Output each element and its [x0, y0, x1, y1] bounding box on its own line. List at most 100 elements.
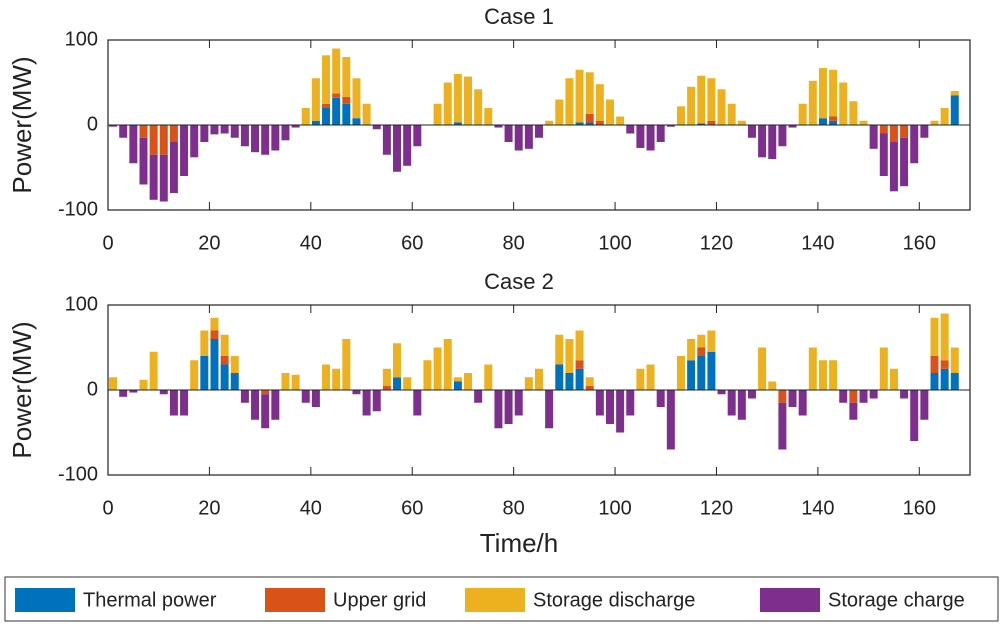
- bar-segment: [453, 74, 462, 123]
- bar-segment: [332, 368, 341, 390]
- axes-frame: [107, 304, 971, 476]
- bar-segment: [737, 390, 746, 420]
- bar-segment: [697, 347, 706, 356]
- bar-segment: [311, 78, 320, 121]
- bar-segment: [616, 390, 625, 433]
- bar-segment: [920, 125, 929, 138]
- bar-segment: [798, 390, 807, 416]
- bar-segment: [169, 142, 178, 193]
- legend-swatch: [15, 588, 75, 612]
- bar-segment: [311, 120, 320, 125]
- bar-segment: [139, 125, 148, 138]
- bar-segment: [910, 125, 919, 164]
- bar-segment: [687, 86, 696, 125]
- bar-segment: [900, 125, 909, 138]
- bar-segment: [484, 364, 493, 390]
- bar-segment: [737, 120, 746, 125]
- bar-segment: [251, 390, 260, 420]
- bar-segment: [707, 351, 716, 390]
- bar-segment: [707, 120, 716, 125]
- legend-swatch: [465, 588, 525, 612]
- bar-segment: [879, 347, 888, 390]
- bar-segment: [697, 75, 706, 124]
- x-tick-label: 140: [801, 232, 834, 254]
- bar-segment: [778, 125, 787, 147]
- bar-segment: [453, 122, 462, 125]
- bar-segment: [504, 390, 513, 424]
- bar-segment: [595, 120, 604, 125]
- bar-segment: [149, 125, 158, 155]
- x-tick-label: 0: [102, 232, 113, 254]
- x-tick-label: 60: [401, 232, 423, 254]
- bar-segment: [301, 390, 310, 403]
- bar-segment: [332, 48, 341, 94]
- bar-segment: [687, 360, 696, 390]
- bar-segment: [839, 82, 848, 125]
- bar-segment: [240, 125, 249, 147]
- bar-segment: [697, 334, 706, 348]
- bar-segment: [808, 80, 817, 125]
- bar-segment: [575, 368, 584, 390]
- bar-segment: [940, 368, 949, 390]
- bar-segment: [149, 154, 158, 200]
- bar-segment: [646, 364, 655, 390]
- y-tick-label: 0: [87, 113, 98, 135]
- bar-segment: [849, 402, 858, 420]
- bar-segment: [778, 402, 787, 450]
- bar-segment: [159, 125, 168, 155]
- bar-segment: [900, 137, 909, 187]
- bar-segment: [869, 125, 878, 149]
- bar-segment: [595, 390, 604, 416]
- bar-segment: [626, 125, 635, 134]
- chart-title: Case 2: [484, 269, 554, 294]
- y-axis-label: Power(MW): [7, 321, 37, 458]
- bar-segment: [555, 99, 564, 125]
- bar-segment: [129, 125, 138, 164]
- bar-segment: [575, 360, 584, 369]
- bar-segment: [220, 125, 229, 134]
- bar-segment: [484, 108, 493, 125]
- y-axis-label: Power(MW): [7, 56, 37, 193]
- bar-segment: [159, 390, 168, 395]
- bar-segment: [768, 381, 777, 390]
- x-tick-label: 60: [401, 497, 423, 519]
- bar-segment: [940, 360, 949, 369]
- bar-segment: [393, 343, 402, 378]
- x-tick-label: 100: [598, 232, 631, 254]
- bar-segment: [727, 390, 736, 416]
- legend-label: Upper grid: [333, 589, 426, 611]
- bar-segment: [342, 96, 351, 104]
- legend-swatch: [265, 588, 325, 612]
- bar-segment: [717, 89, 726, 125]
- bar-segment: [322, 103, 331, 108]
- bar-segment: [342, 57, 351, 97]
- bar-segment: [200, 125, 209, 142]
- bar-segment: [474, 89, 483, 125]
- bar-segment: [372, 125, 381, 130]
- bar-segment: [585, 377, 594, 386]
- x-tick-label: 100: [598, 497, 631, 519]
- bar-segment: [555, 364, 564, 390]
- x-tick-label: 40: [300, 497, 322, 519]
- x-tick-label: 80: [503, 497, 525, 519]
- bar-segment: [565, 339, 574, 373]
- bar-segment: [798, 103, 807, 125]
- y-tick-label: -100: [58, 463, 98, 485]
- bar-segment: [676, 106, 685, 125]
- bar-segment: [200, 330, 209, 356]
- bar-segment: [727, 103, 736, 125]
- bar-segment: [524, 377, 533, 390]
- x-tick-label: 20: [198, 497, 220, 519]
- bar-segment: [474, 390, 483, 403]
- bar-segment: [362, 103, 371, 125]
- bar-segment: [879, 125, 888, 134]
- bar-segment: [950, 347, 959, 373]
- bar-segment: [453, 377, 462, 382]
- bar-segment: [403, 125, 412, 166]
- x-axis-label: Time/h: [480, 528, 559, 558]
- x-tick-label: 160: [903, 232, 936, 254]
- x-tick-label: 140: [801, 497, 834, 519]
- bar-segment: [443, 339, 452, 390]
- bar-segment: [271, 125, 280, 151]
- bar-segment: [666, 125, 675, 127]
